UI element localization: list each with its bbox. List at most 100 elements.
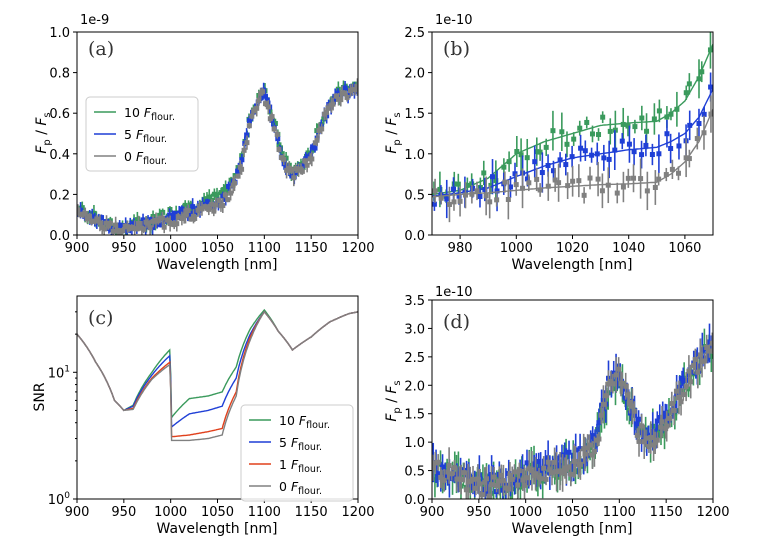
panel-d-point (533, 471, 539, 477)
panel-d-point (601, 414, 607, 420)
panel-b-point (463, 192, 469, 198)
panel-b-point (664, 114, 670, 120)
panel-d-point (636, 416, 642, 422)
panel-d-point (545, 459, 551, 465)
panel-d-point (523, 475, 529, 481)
panel-d-point (598, 412, 604, 418)
panel-d: 900 950 1000 1050 1100 1150 1200 0.0 0.5 1.0 1.5 2.… (404, 294, 729, 520)
panel-b-point (599, 188, 605, 194)
panel-b-point (564, 141, 570, 147)
panel-d-point (664, 423, 670, 429)
panel-a-point (241, 147, 247, 153)
panel-d-point (442, 474, 448, 480)
panel-a-point (117, 231, 123, 235)
panel-b-xtick-label: 1060 (668, 241, 701, 256)
panel-b-point (587, 175, 593, 181)
panel-a-point (113, 222, 119, 228)
panel-a-point (338, 97, 344, 103)
panel-a-point (274, 131, 280, 137)
panel-b-point (601, 155, 607, 161)
panel-b-point (620, 121, 626, 127)
panel-d-point (666, 409, 672, 415)
panel-a-plot-area (77, 78, 358, 235)
panel-b-point (675, 170, 681, 176)
panel-b-point (589, 131, 595, 137)
panel-a-point (185, 208, 191, 214)
panel-b-point (488, 182, 494, 188)
panel-a-point (82, 210, 88, 216)
panel-d-point (506, 486, 512, 492)
panel-d-point (541, 465, 547, 471)
panel-c-line-3 (77, 310, 358, 442)
panel-b-point (631, 149, 637, 155)
panel-c-xtick-label: 1000 (154, 505, 187, 520)
panel-b-point (656, 176, 662, 182)
panel-d-point (636, 438, 642, 444)
panel-d-point (620, 386, 626, 392)
panel-b-point (578, 145, 584, 151)
panel-a-point (134, 226, 140, 232)
panel-d-point (641, 439, 647, 445)
panel-b-point (614, 190, 620, 196)
panel-b-point (687, 122, 693, 128)
panel-b-point (502, 179, 508, 185)
panel-b-point (584, 119, 590, 125)
panel-b-point (669, 166, 675, 172)
panel-b-point (626, 141, 632, 147)
panel-b-point (600, 114, 606, 120)
panel-a-point (333, 93, 339, 99)
panel-d-point (683, 384, 689, 390)
panel-b-point (644, 128, 650, 134)
panel-b-point (674, 106, 680, 112)
panel-d-point (624, 389, 630, 395)
panel-b-point (701, 130, 707, 136)
panel-b-point (552, 177, 558, 183)
panel-a-point (126, 226, 132, 232)
panel-a-xtick-label: 1100 (248, 241, 281, 256)
panel-d-point (695, 369, 701, 375)
panel-a-point (78, 207, 84, 213)
panel-a-point (204, 199, 210, 205)
panel-b-point (550, 128, 556, 134)
panel-a-point (279, 151, 285, 157)
panel-d-ytick-label: 1.0 (404, 436, 425, 451)
panel-d-point (560, 470, 566, 476)
panel-d-ytick-label: 0.0 (404, 493, 425, 508)
panel-a-point (256, 97, 262, 103)
panel-c-xtick-label: 1200 (341, 505, 374, 520)
panel-b-series-0 (432, 32, 713, 208)
panel-b-point (557, 157, 563, 163)
panel-b-point (612, 147, 618, 153)
panel-a-point (175, 214, 181, 220)
panel-b-point (534, 176, 540, 182)
panel-a-ytick-label: 0.2 (49, 188, 70, 203)
panel-b-point (474, 188, 480, 194)
panel-a-point (206, 206, 212, 212)
panel-b-label: (b) (443, 38, 470, 60)
panel-d-point (461, 470, 467, 476)
panel-b-point (537, 187, 543, 193)
panel-b-point (444, 196, 450, 202)
panel-b-point (563, 162, 569, 168)
panel-d-point (475, 476, 481, 482)
panel-b-plot-area (432, 32, 713, 223)
panel-b-point (606, 156, 612, 162)
panel-d-point (586, 442, 592, 448)
panel-b-point (639, 152, 645, 158)
panel-d-point (486, 493, 492, 499)
panel-b-point (493, 178, 499, 184)
panel-b-point (559, 129, 565, 135)
panel-a-point (276, 147, 282, 153)
panel-d-label: (d) (443, 311, 470, 333)
panel-b-point (596, 132, 602, 138)
panel-a-point (154, 221, 160, 227)
panel-d-point (708, 353, 713, 359)
panel-a-point (260, 89, 266, 95)
panel-b-xtick-label: 1000 (500, 241, 533, 256)
panel-d-point (555, 474, 561, 480)
panel-b-ytick-label: 0.5 (404, 188, 425, 203)
panel-d-point (699, 358, 705, 364)
panel-a-point (354, 84, 358, 90)
panel-c-ylabel: SNR (32, 382, 48, 411)
